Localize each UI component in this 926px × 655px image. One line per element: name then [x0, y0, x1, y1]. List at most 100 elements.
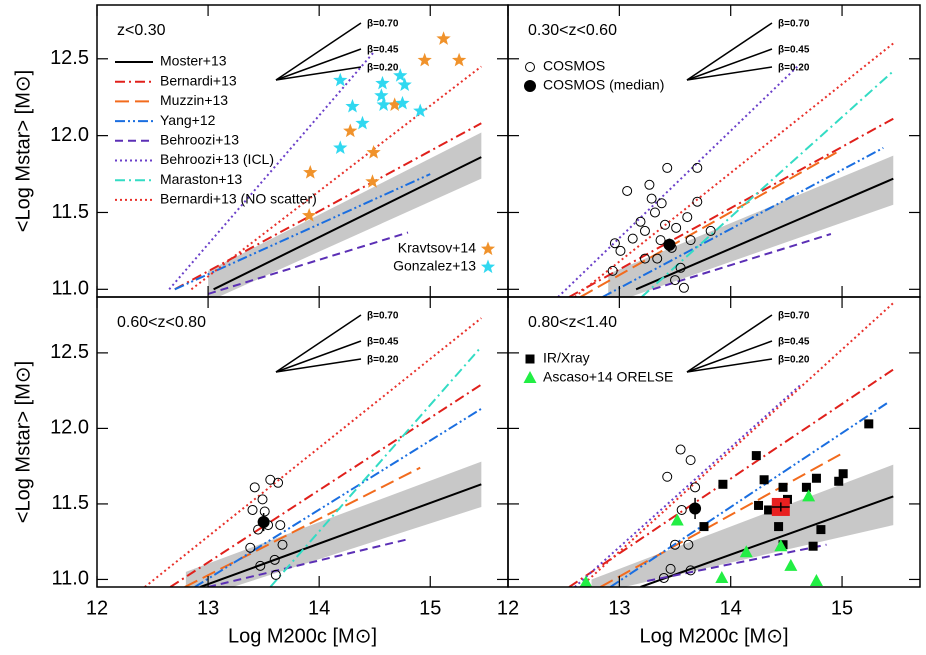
circle-marker [257, 494, 268, 505]
x-tick-label: 12 [86, 597, 108, 619]
slope-label: β=0.45 [778, 45, 810, 56]
y-tick-label: 11.0 [52, 278, 89, 300]
triangle-marker [809, 573, 823, 586]
circle-marker [692, 196, 703, 207]
star-marker [417, 52, 432, 67]
circle-marker [660, 219, 671, 230]
relation-line [144, 317, 482, 587]
scatter-band [185, 461, 482, 587]
y-tick-label: 11.0 [52, 568, 89, 590]
circle-marker [607, 265, 618, 276]
square-marker [801, 482, 811, 492]
circle-marker [671, 222, 682, 233]
star-marker [452, 52, 467, 67]
square-marker [774, 522, 784, 532]
slope-line [686, 358, 773, 373]
relation-line [647, 543, 827, 582]
y-tick-label: 11.5 [52, 492, 89, 514]
legend-label: Moster+13 [160, 53, 227, 69]
circle-marker [635, 216, 646, 227]
y-tick-label: 12.5 [50, 341, 89, 363]
circle-marker [615, 245, 626, 256]
relation-line [207, 231, 409, 295]
median-marker [689, 502, 702, 515]
circle-marker [658, 572, 669, 583]
circle-marker [247, 504, 258, 515]
star-marker [302, 208, 317, 222]
circle-marker [670, 539, 681, 550]
relation-line [190, 65, 482, 291]
circle-marker [253, 524, 264, 535]
y-tick-label: 12.0 [50, 417, 89, 439]
triangle-marker [670, 513, 684, 526]
relation-line [574, 383, 802, 587]
square-marker [811, 473, 821, 483]
x-tick-label: 14 [308, 597, 330, 619]
triangle-marker [523, 371, 537, 383]
circle-marker [705, 225, 716, 236]
triangle-marker [715, 570, 729, 583]
star-marker [393, 68, 408, 82]
y-tick-label: 11.5 [52, 201, 89, 223]
circle-marker [275, 520, 286, 531]
circle-marker [273, 477, 284, 488]
slope-label: β=0.45 [367, 337, 399, 348]
circle-marker [685, 455, 696, 466]
star-marker [480, 241, 496, 256]
relation-line [579, 151, 837, 297]
relation-line [652, 233, 832, 291]
slope-line [686, 340, 773, 373]
relation-line [169, 383, 482, 587]
slope-label: β=0.70 [367, 19, 399, 30]
relation-line [568, 117, 894, 297]
circle-marker [627, 233, 638, 244]
relation-line [635, 177, 894, 291]
median-marker [663, 238, 676, 251]
square-marker [754, 500, 764, 510]
legend-label: Maraston+13 [160, 171, 242, 187]
slope-label: β=0.70 [778, 19, 810, 30]
circle-marker [622, 185, 633, 196]
legend-label: COSMOS (median) [543, 77, 664, 93]
relation-line [184, 466, 421, 587]
legend-label: Ascaso+14 ORELSE [543, 369, 673, 385]
median-marker [257, 516, 270, 529]
y-tick-label: 12.5 [50, 47, 89, 69]
relation-line [199, 483, 482, 587]
y-tick-label: 12.0 [50, 124, 89, 146]
square-marker [834, 476, 844, 486]
panel [557, 42, 894, 297]
panel [568, 302, 894, 587]
square-marker [816, 525, 826, 535]
scatter-band [591, 464, 894, 587]
circle-marker [685, 235, 696, 246]
star-marker [355, 115, 370, 130]
square-marker [864, 419, 874, 429]
triangle-marker [739, 545, 753, 558]
slope-label: β=0.70 [778, 311, 810, 322]
relation-line [568, 368, 894, 587]
relation-line [609, 401, 889, 587]
legend-label: Behroozi+13 [160, 132, 239, 148]
star-marker [343, 123, 358, 138]
triangle-marker [579, 575, 593, 587]
square-marker [525, 354, 535, 364]
slope-line [275, 22, 362, 81]
legend-label: Yang+12 [160, 112, 216, 128]
star-marker [413, 103, 428, 118]
relation-line [602, 147, 884, 297]
circle-marker [249, 482, 260, 493]
relation-line [213, 156, 482, 291]
star-marker [365, 174, 380, 188]
panel [144, 317, 483, 587]
slope-label: β=0.20 [367, 355, 399, 366]
x-tick-label: 13 [608, 597, 630, 619]
triangle-marker [802, 489, 816, 502]
square-marker [838, 469, 848, 479]
legend-label: Bernardi+13 (NO scatter) [160, 191, 317, 207]
star-marker [333, 72, 348, 87]
square-marker [751, 451, 761, 461]
star-marker [345, 98, 360, 113]
legend-label: IR/Xray [543, 350, 590, 366]
scatter-band [208, 132, 482, 297]
